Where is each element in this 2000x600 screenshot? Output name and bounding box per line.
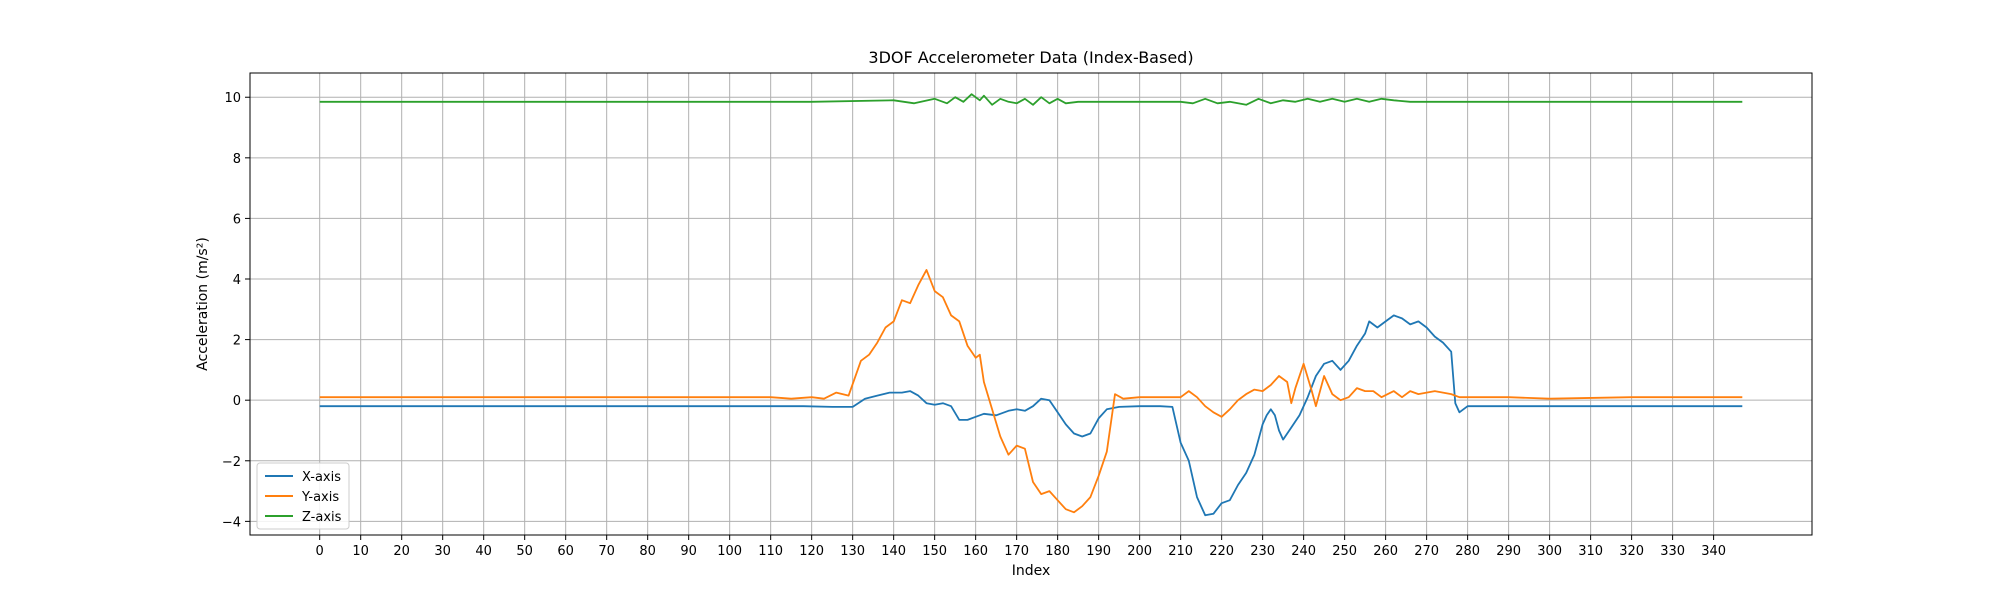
x-tick-label: 330 — [1660, 544, 1685, 559]
x-tick-label: 50 — [516, 544, 533, 559]
x-tick-label: 260 — [1373, 544, 1398, 559]
x-tick-label: 10 — [352, 544, 369, 559]
x-tick-label: 40 — [475, 544, 492, 559]
legend: X-axis Y-axis Z-axis — [256, 462, 350, 530]
x-tick-label: 60 — [557, 544, 574, 559]
grid — [250, 73, 1812, 535]
x-tick-label: 180 — [1045, 544, 1070, 559]
x-tick-label: 210 — [1168, 544, 1193, 559]
x-tick-label: 90 — [680, 544, 697, 559]
x-tick-label: 230 — [1250, 544, 1275, 559]
y-tick-label: −2 — [222, 455, 241, 470]
x-tick-label: 190 — [1086, 544, 1111, 559]
y-tick-label: 2 — [233, 334, 241, 349]
x-tick-label: 290 — [1496, 544, 1521, 559]
y-tick-label: 8 — [233, 152, 241, 167]
y-tick-label: −4 — [222, 515, 241, 530]
x-tick-label: 20 — [393, 544, 410, 559]
x-tick-label: 100 — [717, 544, 742, 559]
x-axis-label: Index — [1012, 563, 1051, 579]
series-line-z-axis — [319, 93, 1743, 106]
x-tick-label: 170 — [1004, 544, 1029, 559]
x-tick-label: 110 — [758, 544, 783, 559]
x-tick-label: 160 — [963, 544, 988, 559]
x-tick-label: 340 — [1701, 544, 1726, 559]
x-tick-label: 140 — [881, 544, 906, 559]
y-axis-label: Acceleration (m/s²) — [195, 237, 211, 371]
plot-frame — [249, 72, 1813, 536]
legend-label-z-axis: Z-axis — [302, 510, 342, 525]
y-tick-label: 6 — [233, 212, 241, 227]
x-tick-label: 70 — [598, 544, 615, 559]
y-tick-label: 0 — [233, 394, 241, 409]
x-tick-label: 0 — [316, 544, 324, 559]
x-tick-label: 120 — [799, 544, 824, 559]
x-tick-label: 30 — [434, 544, 451, 559]
x-tick-label: 280 — [1455, 544, 1480, 559]
series-line-y-axis — [319, 268, 1743, 514]
x-tick-label: 310 — [1578, 544, 1603, 559]
x-tick-label: 130 — [840, 544, 865, 559]
series-line-x-axis — [319, 314, 1743, 517]
x-tick-label: 150 — [922, 544, 947, 559]
x-tick-label: 250 — [1332, 544, 1357, 559]
x-tick-label: 320 — [1619, 544, 1644, 559]
y-tick-label: 10 — [224, 91, 241, 106]
chart-title: 3DOF Accelerometer Data (Index-Based) — [868, 48, 1193, 67]
legend-label-x-axis: X-axis — [302, 470, 341, 485]
y-tick-label: 4 — [233, 273, 241, 288]
x-tick-label: 200 — [1127, 544, 1152, 559]
y-ticks: −4 −2 0 2 4 6 8 10 — [222, 91, 250, 530]
x-tick-label: 80 — [639, 544, 656, 559]
x-tick-label: 300 — [1537, 544, 1562, 559]
x-ticks: 0 10 20 30 40 50 60 70 80 90 100 110 120 130 140 150 160… — [316, 535, 1726, 559]
x-tick-label: 270 — [1414, 544, 1439, 559]
x-tick-label: 240 — [1291, 544, 1316, 559]
x-tick-label: 220 — [1209, 544, 1234, 559]
series-lines — [319, 93, 1743, 517]
legend-box — [256, 462, 350, 530]
legend-label-y-axis: Y-axis — [301, 490, 339, 505]
